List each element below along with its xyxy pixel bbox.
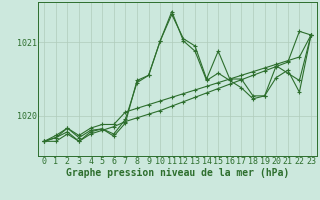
X-axis label: Graphe pression niveau de la mer (hPa): Graphe pression niveau de la mer (hPa)	[66, 168, 289, 178]
